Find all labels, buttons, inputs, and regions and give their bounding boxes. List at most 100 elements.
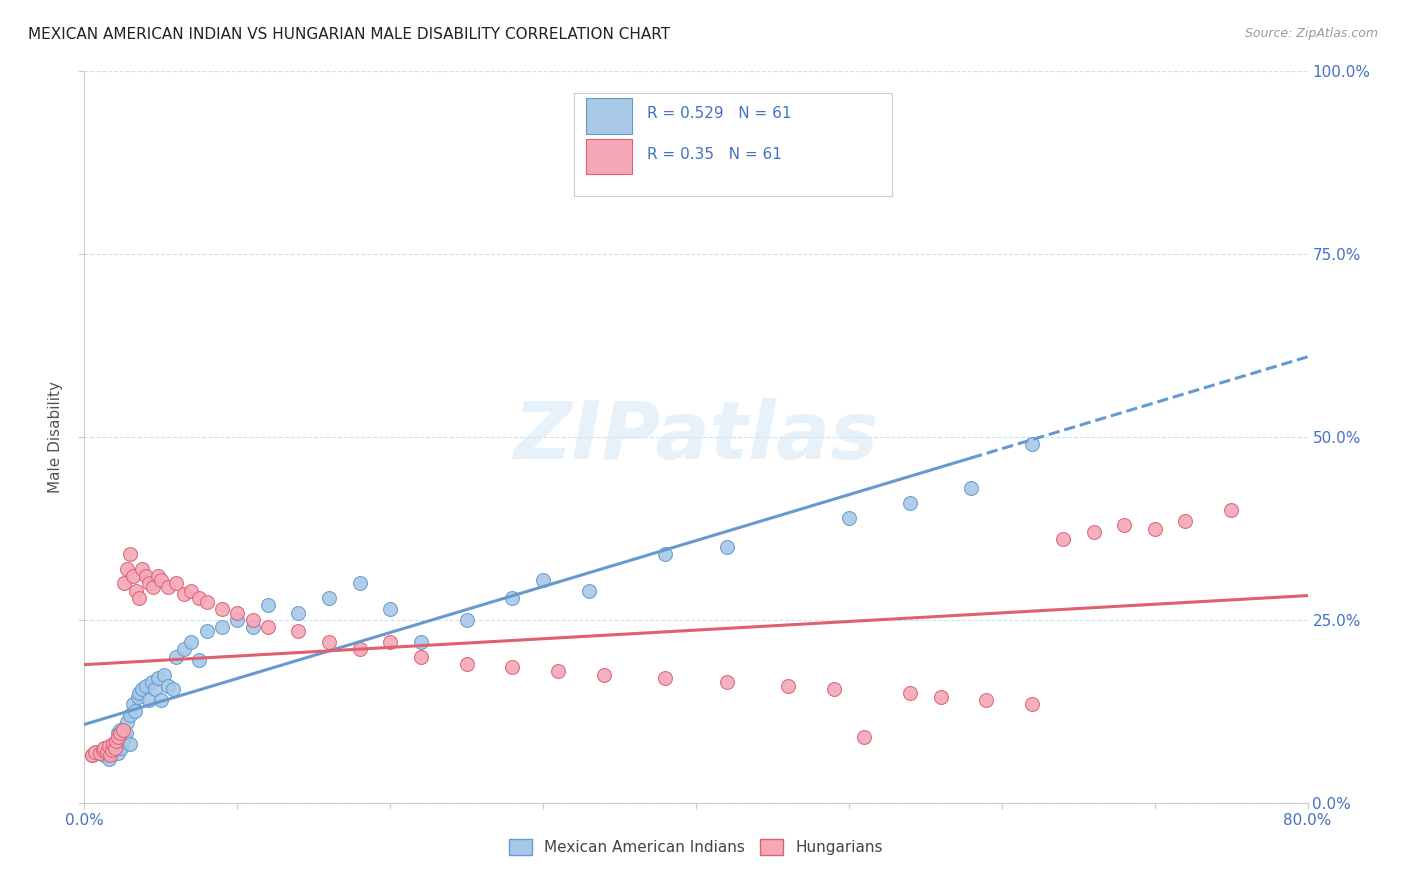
Point	[97, 739, 120, 753]
Point	[115, 562, 138, 576]
Point	[502, 660, 524, 674]
Point	[349, 576, 371, 591]
Point	[211, 602, 233, 616]
Point	[1143, 521, 1166, 535]
Point	[502, 591, 524, 605]
Point	[173, 642, 195, 657]
Point	[287, 624, 309, 638]
Point	[242, 620, 264, 634]
Point	[101, 740, 124, 755]
Point	[173, 587, 195, 601]
Point	[929, 690, 952, 704]
Point	[98, 748, 121, 763]
Point	[409, 635, 432, 649]
Y-axis label: Male Disability: Male Disability	[48, 381, 63, 493]
FancyBboxPatch shape	[586, 138, 633, 174]
Point	[531, 573, 554, 587]
Point	[115, 715, 138, 730]
Point	[91, 743, 114, 757]
Point	[654, 547, 676, 561]
Point	[976, 693, 998, 707]
Point	[114, 726, 136, 740]
Point	[128, 686, 150, 700]
Point	[153, 667, 176, 681]
Point	[188, 653, 211, 667]
Point	[112, 730, 135, 744]
Point	[165, 576, 187, 591]
Point	[1021, 697, 1043, 711]
Point	[108, 723, 131, 737]
Point	[716, 540, 738, 554]
Point	[838, 510, 860, 524]
Point	[110, 740, 132, 755]
Point	[146, 569, 169, 583]
Point	[111, 733, 134, 747]
Point	[94, 745, 117, 759]
Point	[456, 657, 478, 671]
Point	[122, 697, 145, 711]
Point	[960, 481, 983, 495]
Point	[180, 583, 202, 598]
Point	[127, 690, 149, 704]
Point	[211, 620, 233, 634]
Point	[103, 737, 125, 751]
Point	[1021, 437, 1043, 451]
Point	[103, 737, 125, 751]
Point	[91, 743, 114, 757]
Point	[120, 547, 142, 561]
Point	[287, 606, 309, 620]
Point	[409, 649, 432, 664]
Point	[107, 746, 129, 760]
Point	[135, 679, 157, 693]
Point	[108, 726, 131, 740]
Point	[131, 682, 153, 697]
Point	[162, 682, 184, 697]
Point	[107, 726, 129, 740]
Point	[120, 708, 142, 723]
Point	[593, 667, 616, 681]
Point	[135, 569, 157, 583]
Point	[93, 748, 115, 763]
Point	[101, 743, 124, 757]
Point	[898, 686, 921, 700]
Point	[226, 606, 249, 620]
Point	[104, 743, 127, 757]
Point	[318, 635, 340, 649]
Point	[257, 599, 280, 613]
Point	[547, 664, 569, 678]
Point	[125, 583, 148, 598]
Legend: Mexican American Indians, Hungarians: Mexican American Indians, Hungarians	[503, 833, 889, 861]
Point	[823, 682, 845, 697]
Point	[380, 602, 402, 616]
Text: R = 0.529   N = 61: R = 0.529 N = 61	[647, 106, 792, 121]
Point	[1083, 525, 1105, 540]
Point	[349, 642, 371, 657]
Point	[138, 576, 160, 591]
Point	[104, 740, 127, 755]
Point	[242, 613, 264, 627]
Point	[143, 682, 166, 697]
Point	[716, 675, 738, 690]
Point	[380, 635, 402, 649]
Point	[105, 739, 128, 753]
Point	[86, 745, 108, 759]
Point	[97, 752, 120, 766]
FancyBboxPatch shape	[574, 94, 891, 195]
FancyBboxPatch shape	[586, 98, 633, 134]
Point	[853, 730, 876, 744]
Point	[142, 580, 165, 594]
Point	[96, 740, 118, 755]
Point	[180, 635, 202, 649]
Point	[578, 583, 600, 598]
Point	[80, 748, 103, 763]
Point	[141, 675, 163, 690]
Text: Source: ZipAtlas.com: Source: ZipAtlas.com	[1244, 27, 1378, 40]
Point	[131, 562, 153, 576]
Point	[195, 624, 218, 638]
Point	[93, 740, 115, 755]
Point	[1220, 503, 1243, 517]
Point	[89, 746, 111, 760]
Text: MEXICAN AMERICAN INDIAN VS HUNGARIAN MALE DISABILITY CORRELATION CHART: MEXICAN AMERICAN INDIAN VS HUNGARIAN MAL…	[28, 27, 671, 42]
Point	[149, 693, 172, 707]
Point	[257, 620, 280, 634]
